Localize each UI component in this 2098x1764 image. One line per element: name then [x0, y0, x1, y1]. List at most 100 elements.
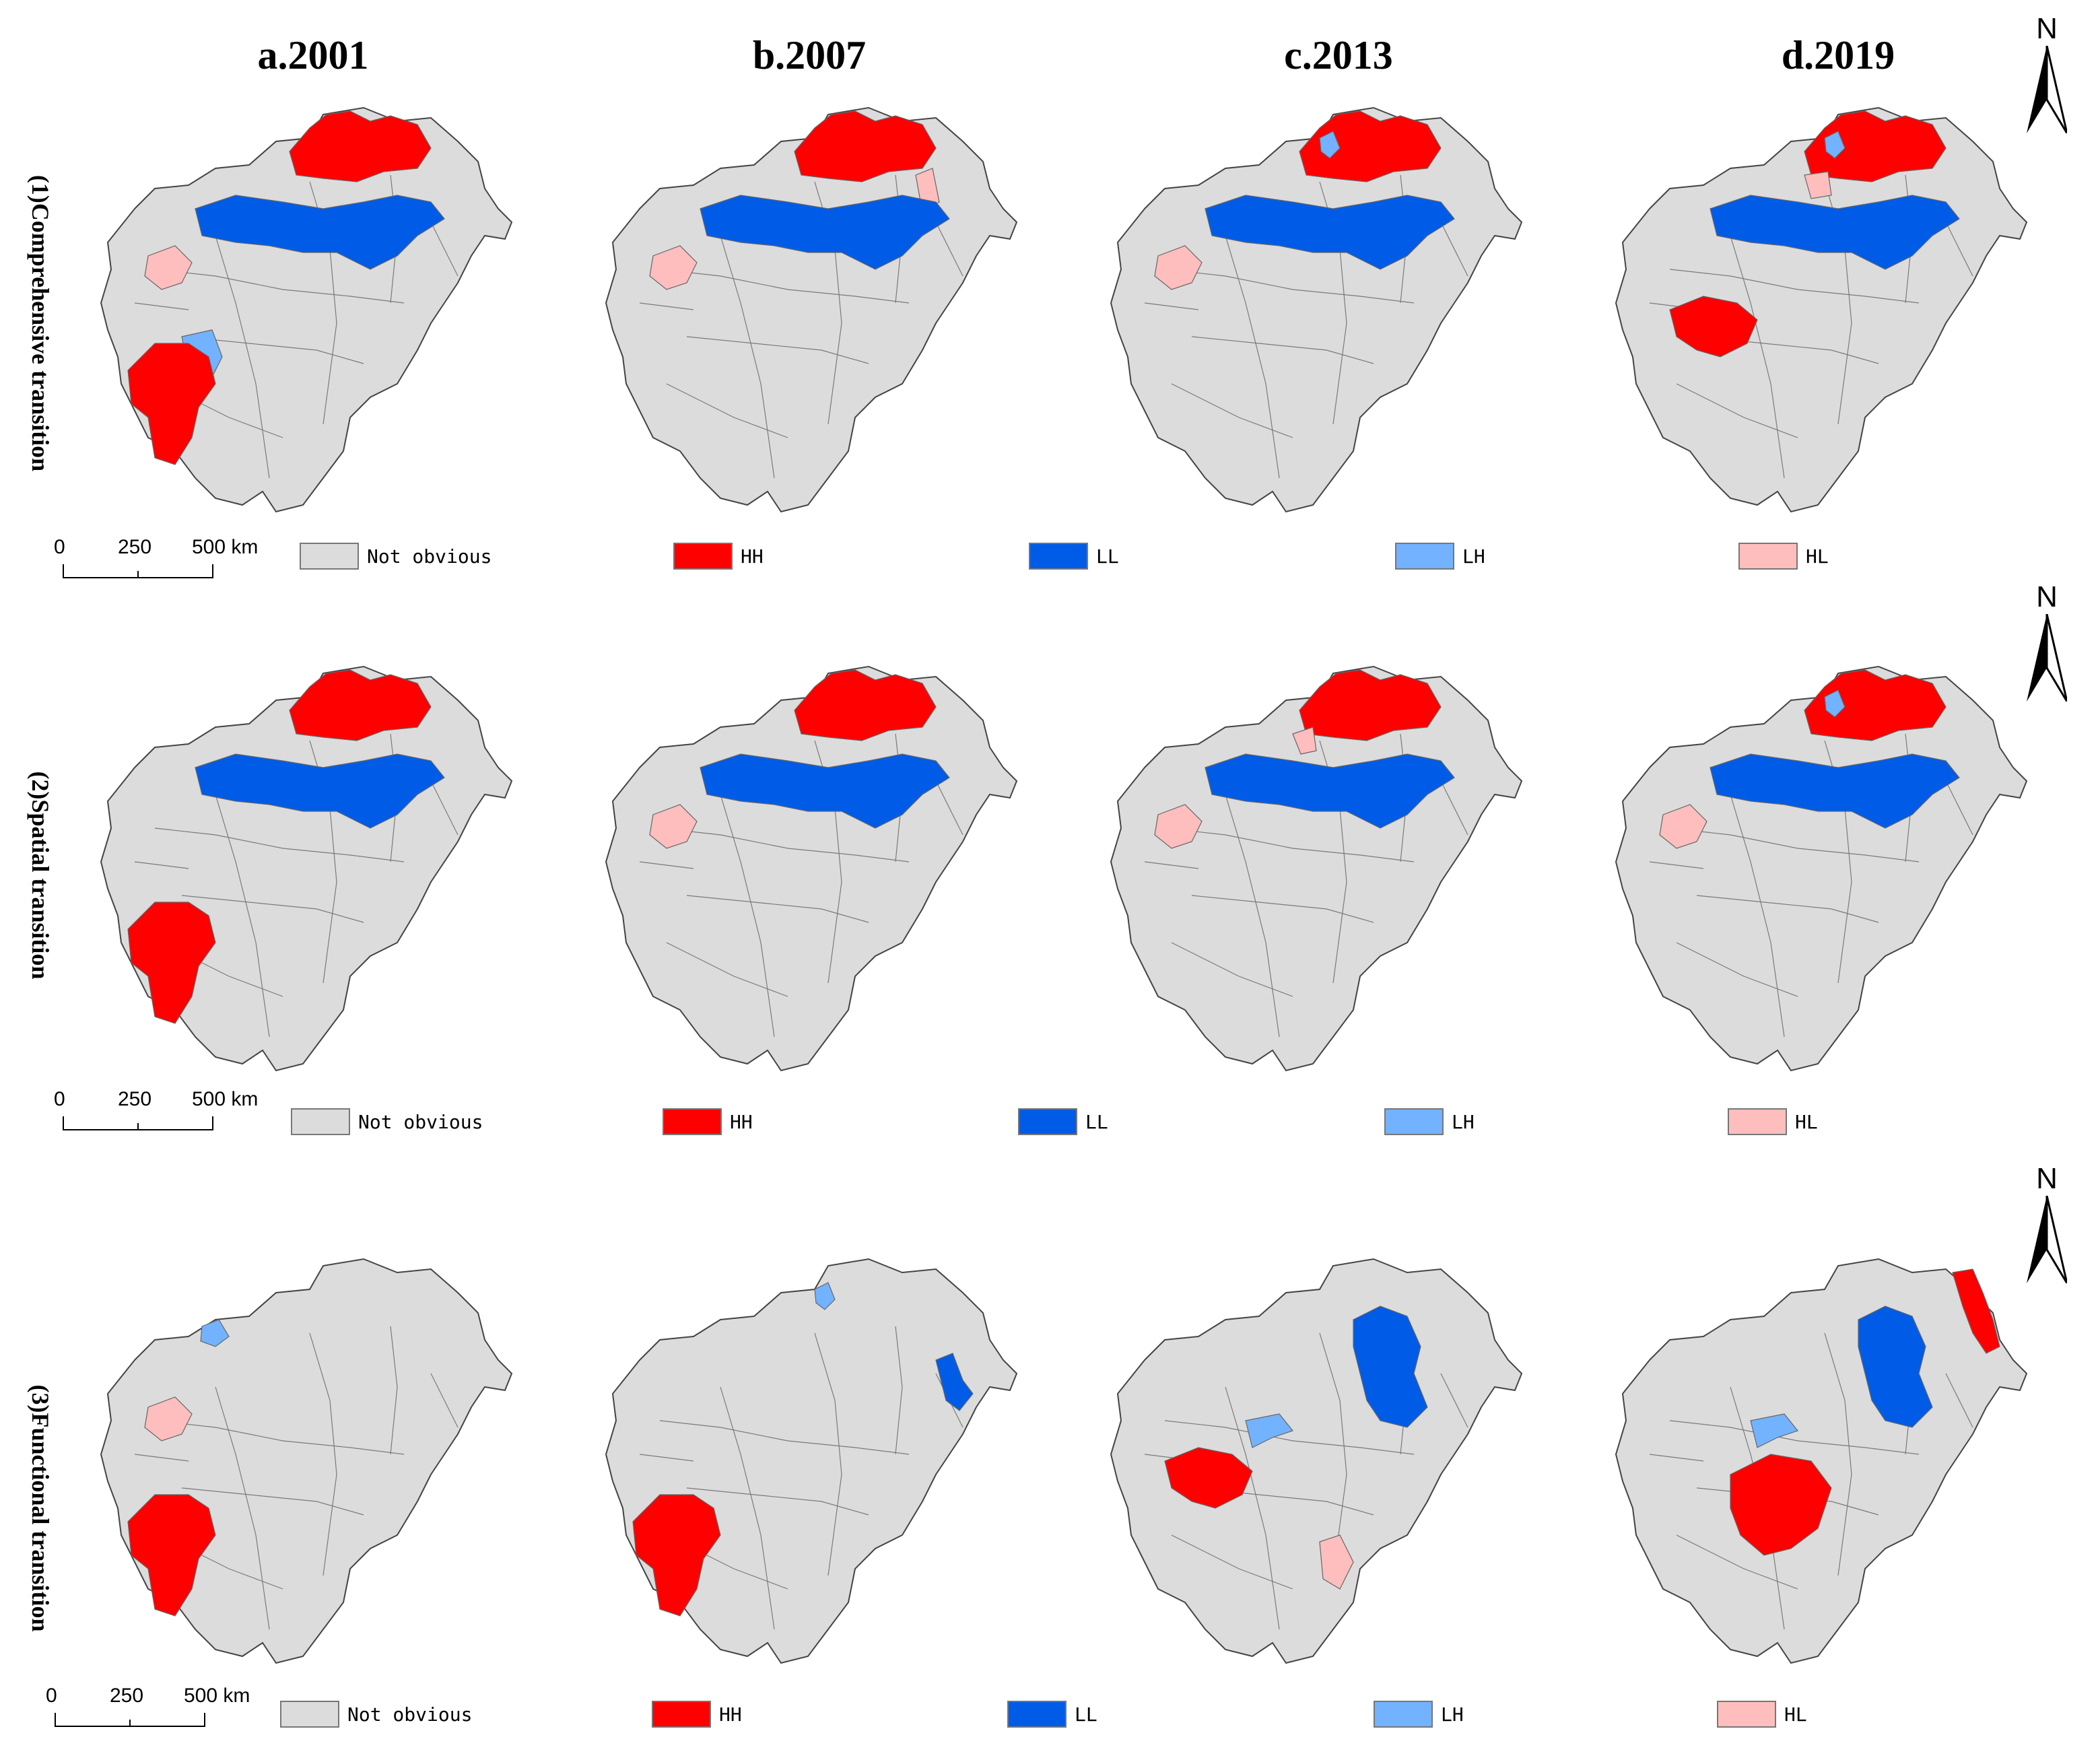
- row-label-comprehensive: (1)Comprehensive transition: [20, 67, 61, 579]
- county-boundary: [1171, 383, 1293, 438]
- legend-label: HL: [1784, 1703, 1807, 1726]
- column-title-2019: d.2019: [1781, 33, 1895, 77]
- cluster-ll-middle: [195, 753, 445, 829]
- cluster-hh-north: [1299, 110, 1442, 182]
- county-boundary: [1164, 269, 1415, 304]
- county-boundary: [134, 302, 189, 310]
- county-boundary: [215, 794, 270, 1038]
- column-title-2001: a.2001: [257, 33, 369, 77]
- cluster-hh-north: [1804, 110, 1947, 182]
- scale-tick-0: 0: [54, 536, 65, 558]
- scale-tick-500: 500 km: [192, 536, 259, 558]
- county-boundary: [639, 1454, 694, 1462]
- cluster-lh-middle: [1750, 1413, 1799, 1448]
- county-boundary: [1696, 895, 1879, 923]
- map-comprehensive-2007: [586, 101, 1057, 545]
- map-spatial-2019: [1596, 660, 2067, 1104]
- north-arrow-row3: N: [2013, 1162, 2080, 1283]
- legend-label: LL: [1075, 1703, 1097, 1726]
- legend-label: HH: [719, 1703, 742, 1726]
- county-boundary: [720, 1386, 775, 1630]
- column-title-2013: c.2013: [1284, 33, 1393, 77]
- map-svg: [1615, 1258, 2028, 1664]
- map-functional-2007: [586, 1252, 1057, 1697]
- map-svg: [605, 1258, 1018, 1664]
- north-arrow-row1: N: [2013, 12, 2080, 133]
- legend-label: LH: [1462, 545, 1485, 568]
- cluster-lh-north: [1319, 131, 1341, 159]
- scale-bar-line: [55, 1713, 205, 1727]
- county-boundary: [1676, 942, 1798, 997]
- scale-tick-0: 0: [54, 1088, 65, 1110]
- scale-bar-line: [63, 1116, 213, 1130]
- county-boundary: [720, 235, 775, 479]
- legend-label: LH: [1441, 1703, 1464, 1726]
- cluster-ll-north: [1858, 1305, 1933, 1428]
- row-label-spatial-text: (2)Spatial transition: [27, 771, 54, 980]
- legend-swatch-lh: [1395, 543, 1454, 570]
- map-functional-2019: [1596, 1252, 2067, 1697]
- legend-swatch-hh: [673, 543, 733, 570]
- north-arrow-row2: N: [2013, 580, 2080, 702]
- legend-label: HL: [1806, 545, 1829, 568]
- cluster-hl-west: [144, 1396, 193, 1441]
- map-svg: [1110, 665, 1523, 1072]
- column-title-2007: b.2007: [752, 33, 867, 77]
- cluster-lh-middle: [1245, 1413, 1294, 1448]
- cluster-hh-west: [1164, 1447, 1253, 1509]
- cluster-hh-northeast: [1952, 1268, 2000, 1354]
- county-boundary: [215, 235, 270, 479]
- county-boundary: [134, 861, 189, 869]
- cluster-hh-north: [289, 110, 432, 182]
- county-boundary: [430, 1373, 459, 1428]
- county-boundary: [1676, 1534, 1798, 1590]
- county-boundary: [1164, 827, 1415, 862]
- cluster-hh-southwest: [127, 902, 216, 1024]
- cluster-lh-north: [814, 1282, 836, 1310]
- county-boundary: [935, 780, 963, 836]
- cluster-hh-southwest: [632, 1494, 721, 1617]
- legend-label: HH: [741, 545, 764, 568]
- county-boundary: [1171, 1534, 1293, 1590]
- cluster-lh-west: [200, 1319, 230, 1347]
- cluster-ll-middle: [1710, 195, 1960, 270]
- cluster-hh-southwest: [127, 1494, 216, 1617]
- county-boundary: [1440, 780, 1468, 836]
- map-svg: [100, 665, 513, 1072]
- cluster-ll-east: [935, 1353, 974, 1411]
- legend-swatch-hh: [652, 1701, 711, 1728]
- cluster-ll-middle: [1710, 753, 1960, 829]
- cluster-ll-middle: [700, 753, 950, 829]
- map-svg: [605, 106, 1018, 513]
- north-arrow-icon: [2027, 614, 2067, 702]
- map-base-region: [1615, 1258, 2028, 1664]
- cluster-ll-middle: [1205, 753, 1455, 829]
- legend-label: Not obvious: [347, 1703, 473, 1726]
- cluster-lh-north: [1824, 689, 1846, 718]
- county-boundary: [1225, 1386, 1280, 1630]
- row-label-comprehensive-text: (1)Comprehensive transition: [27, 174, 54, 472]
- county-boundary: [1171, 942, 1293, 997]
- map-svg: [605, 665, 1018, 1072]
- cluster-ll-middle: [195, 195, 445, 270]
- cluster-hl-west: [649, 245, 698, 290]
- row-label-spatial: (2)Spatial transition: [20, 619, 61, 1131]
- legend-swatch-not-obvious: [280, 1701, 339, 1728]
- scale-tick-250: 250: [118, 1088, 152, 1110]
- county-boundary: [430, 222, 459, 277]
- cluster-hl-west: [1154, 804, 1203, 849]
- county-boundary: [1945, 780, 1973, 836]
- map-svg: [100, 1258, 513, 1664]
- scale-bar-line: [63, 564, 213, 578]
- cluster-hh-north: [794, 669, 937, 741]
- map-functional-2013: [1091, 1252, 1562, 1697]
- county-boundary: [181, 895, 364, 923]
- legend-label: LL: [1085, 1111, 1108, 1133]
- county-boundary: [390, 1326, 398, 1455]
- county-boundary: [1669, 1420, 1920, 1455]
- north-label: N: [2036, 580, 2058, 613]
- county-boundary: [181, 1487, 364, 1516]
- cluster-ll-north: [1353, 1305, 1428, 1428]
- legend-label: Not obvious: [367, 545, 492, 568]
- cluster-ll-middle: [700, 195, 950, 270]
